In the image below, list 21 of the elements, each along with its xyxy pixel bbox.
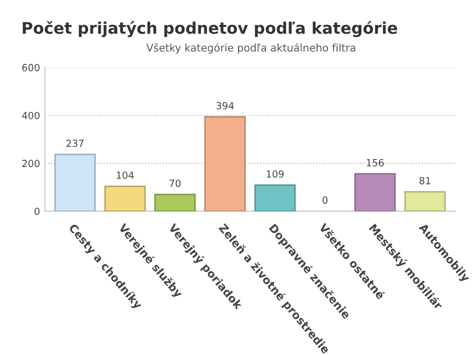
bar	[354, 173, 396, 212]
data-label: 0	[322, 196, 328, 204]
y-tick-label: 0	[34, 208, 40, 216]
chart-title: Počet prijatých podnetov podľa kategórie	[22, 20, 398, 38]
y-tick-label: 600	[22, 64, 40, 72]
data-label: 109	[266, 170, 284, 178]
chart-subtitle: Všetky kategórie podľa aktuálneho filtra	[146, 43, 356, 54]
data-label: 70	[170, 180, 181, 188]
bar	[104, 186, 146, 212]
data-label: 394	[216, 102, 234, 110]
data-label: 81	[420, 177, 430, 184]
data-label: 104	[116, 172, 134, 179]
bar	[404, 191, 446, 212]
bar	[204, 116, 246, 212]
y-tick-label: 200	[22, 160, 40, 168]
data-label: 156	[366, 159, 384, 166]
bar	[54, 154, 96, 212]
bar	[154, 194, 196, 212]
y-tick-label: 400	[22, 112, 40, 120]
bar	[254, 184, 296, 212]
data-label: 237	[66, 140, 84, 147]
